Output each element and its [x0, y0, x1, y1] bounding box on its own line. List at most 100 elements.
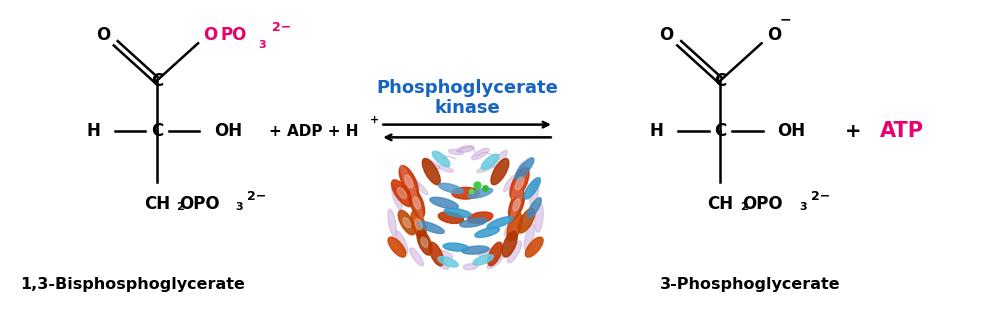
Ellipse shape	[415, 182, 428, 195]
Ellipse shape	[423, 159, 441, 185]
Ellipse shape	[507, 212, 522, 241]
Text: −: −	[779, 13, 791, 27]
Ellipse shape	[415, 219, 422, 230]
Ellipse shape	[403, 218, 411, 228]
Text: 3: 3	[257, 40, 265, 50]
Ellipse shape	[524, 224, 535, 251]
Text: 2−: 2−	[248, 190, 266, 203]
Ellipse shape	[439, 212, 463, 223]
Ellipse shape	[518, 208, 535, 233]
Ellipse shape	[504, 175, 516, 192]
Text: C: C	[150, 122, 163, 141]
Ellipse shape	[397, 188, 406, 199]
Ellipse shape	[463, 264, 478, 270]
Ellipse shape	[512, 168, 528, 199]
Text: C: C	[714, 122, 727, 141]
Ellipse shape	[430, 197, 458, 209]
Text: 2−: 2−	[811, 190, 830, 203]
Text: H: H	[649, 122, 663, 141]
Ellipse shape	[504, 219, 515, 236]
Text: O: O	[659, 27, 673, 44]
Ellipse shape	[439, 165, 453, 172]
Text: + ADP + H: + ADP + H	[269, 124, 358, 139]
Ellipse shape	[467, 212, 493, 223]
Ellipse shape	[423, 158, 440, 169]
Ellipse shape	[410, 248, 424, 266]
Ellipse shape	[440, 250, 452, 258]
Text: 2: 2	[741, 202, 747, 212]
Text: PO: PO	[221, 27, 247, 44]
Text: C: C	[150, 71, 163, 90]
Ellipse shape	[514, 162, 525, 185]
Ellipse shape	[388, 209, 396, 236]
Text: 3-Phosphoglycerate: 3-Phosphoglycerate	[659, 277, 841, 292]
Text: Phosphoglycerate: Phosphoglycerate	[376, 79, 558, 97]
Ellipse shape	[457, 146, 474, 152]
Text: ATP: ATP	[880, 121, 924, 142]
Ellipse shape	[409, 188, 425, 218]
Text: kinase: kinase	[435, 99, 500, 117]
Ellipse shape	[478, 248, 492, 256]
Text: 2: 2	[176, 202, 184, 212]
Ellipse shape	[396, 231, 408, 253]
Ellipse shape	[481, 154, 499, 170]
Ellipse shape	[413, 197, 421, 209]
Ellipse shape	[461, 246, 489, 254]
Text: OH: OH	[214, 122, 242, 141]
Ellipse shape	[492, 150, 507, 167]
Ellipse shape	[411, 188, 423, 218]
Ellipse shape	[392, 187, 402, 210]
Text: 2−: 2−	[271, 21, 291, 34]
Text: +: +	[370, 115, 379, 125]
Ellipse shape	[475, 227, 500, 237]
Ellipse shape	[438, 256, 458, 267]
Ellipse shape	[398, 210, 416, 235]
Text: 1,3-Bisphosphoglycerate: 1,3-Bisphosphoglycerate	[20, 277, 245, 292]
Text: O: O	[96, 27, 110, 44]
Ellipse shape	[515, 177, 524, 190]
Text: OPO: OPO	[742, 195, 783, 213]
Ellipse shape	[433, 151, 449, 167]
Ellipse shape	[511, 190, 523, 220]
Text: +: +	[844, 122, 861, 141]
Ellipse shape	[429, 242, 444, 266]
Ellipse shape	[510, 167, 529, 199]
Ellipse shape	[491, 159, 509, 185]
Ellipse shape	[468, 188, 493, 198]
Ellipse shape	[487, 217, 513, 229]
Text: 3: 3	[799, 202, 807, 212]
Text: CH: CH	[707, 195, 734, 213]
Text: OPO: OPO	[179, 195, 220, 213]
Ellipse shape	[473, 255, 493, 265]
Ellipse shape	[515, 158, 534, 180]
Text: 3: 3	[236, 202, 243, 212]
Ellipse shape	[411, 210, 426, 239]
Ellipse shape	[508, 241, 522, 263]
Ellipse shape	[417, 229, 432, 255]
Ellipse shape	[391, 180, 412, 206]
Ellipse shape	[487, 255, 503, 269]
Text: CH: CH	[144, 195, 170, 213]
Ellipse shape	[477, 165, 494, 172]
Ellipse shape	[527, 198, 542, 218]
Ellipse shape	[388, 237, 406, 257]
Ellipse shape	[405, 175, 413, 188]
Ellipse shape	[530, 180, 539, 207]
Text: C: C	[714, 71, 727, 90]
Ellipse shape	[524, 178, 541, 199]
Ellipse shape	[439, 183, 463, 193]
Ellipse shape	[421, 237, 428, 248]
Ellipse shape	[502, 231, 517, 257]
Ellipse shape	[513, 199, 520, 211]
Ellipse shape	[448, 149, 463, 155]
Ellipse shape	[451, 187, 479, 199]
Ellipse shape	[535, 203, 544, 232]
Ellipse shape	[445, 208, 471, 217]
Ellipse shape	[488, 242, 502, 266]
Ellipse shape	[526, 237, 544, 257]
Ellipse shape	[416, 225, 427, 240]
Text: OH: OH	[777, 122, 806, 141]
Text: H: H	[86, 122, 100, 141]
Text: O: O	[203, 27, 217, 44]
Ellipse shape	[419, 222, 445, 234]
